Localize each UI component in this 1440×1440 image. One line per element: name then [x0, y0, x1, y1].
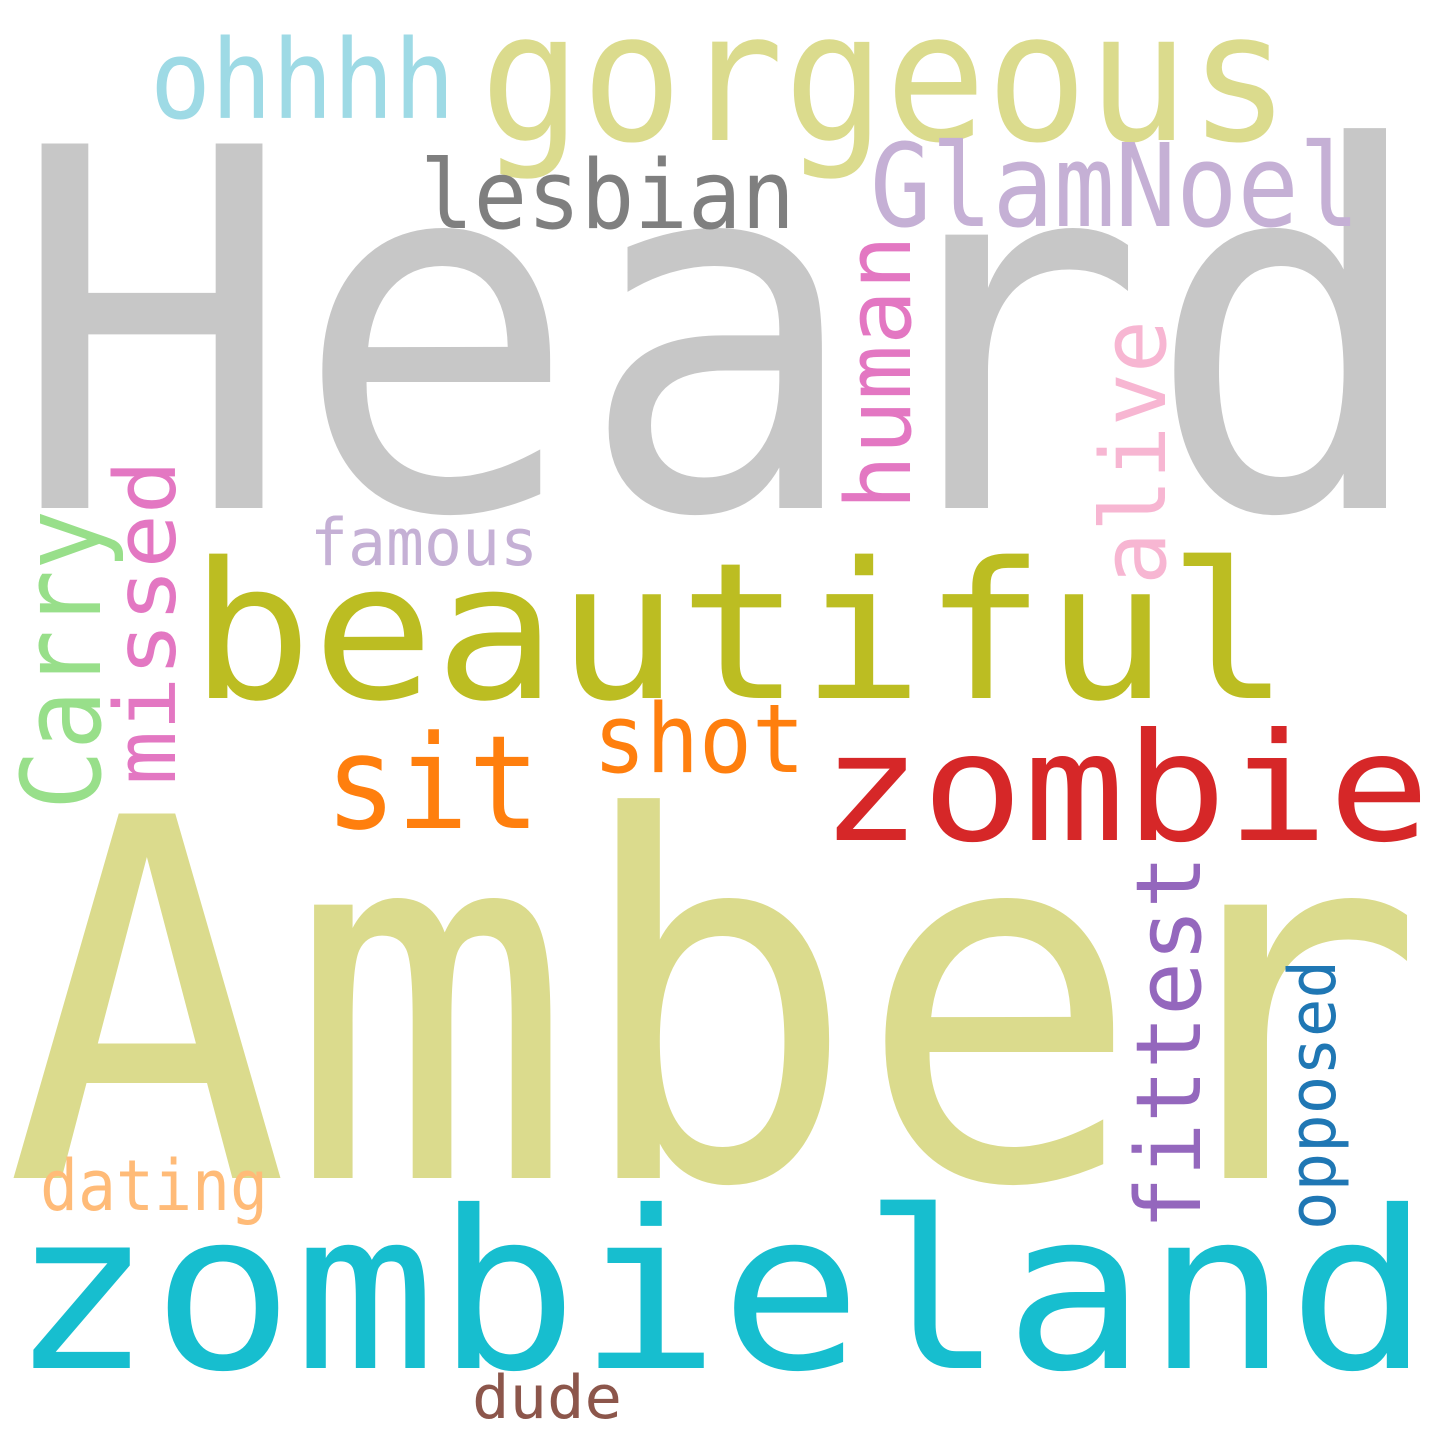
word-beautiful: beautiful	[190, 522, 1290, 743]
word-fittest: fittest	[1117, 855, 1222, 1230]
word-dating: dating	[40, 1145, 268, 1227]
word-alive: alive	[1082, 320, 1187, 585]
word-heard: Heard	[10, 44, 1430, 626]
word-amber: Amber	[5, 714, 1425, 1296]
word-zombie: zombie	[820, 702, 1430, 876]
word-zombieland: zombieland	[10, 1164, 1430, 1420]
word-opposed: opposed	[1276, 960, 1351, 1230]
word-shot: shot	[593, 685, 805, 795]
word-glamnoel: GlamNoel	[870, 120, 1360, 254]
word-ohhhh: ohhhh	[150, 16, 455, 144]
word-famous: famous	[310, 506, 538, 581]
word-dude: dude	[472, 1363, 622, 1433]
word-missed: missed	[97, 460, 196, 785]
word-carry: Carry	[0, 510, 126, 810]
word-human: human	[827, 235, 932, 510]
word-lesbian: lesbian	[420, 141, 795, 251]
word-gorgeous: gorgeous	[480, 0, 1290, 183]
word-sit: sit	[325, 707, 540, 859]
